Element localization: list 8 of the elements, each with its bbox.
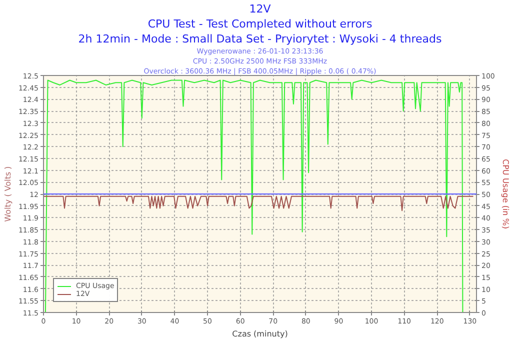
x-axis-title: Czas (minuty) xyxy=(232,330,288,338)
chart-title: 12V xyxy=(249,2,272,16)
line-series xyxy=(44,80,464,312)
line-series xyxy=(44,196,474,212)
text: 2h 12min - Mode : Small Data Set - Pryiorytet : Wysoki - 4 threads xyxy=(78,32,442,46)
y2-axis-title: CPU Usage (in %) xyxy=(500,159,510,229)
text: CPU Test - Test Completed without errors xyxy=(148,18,372,30)
y-axis-title: Wolty ( Volts ) xyxy=(3,166,12,222)
